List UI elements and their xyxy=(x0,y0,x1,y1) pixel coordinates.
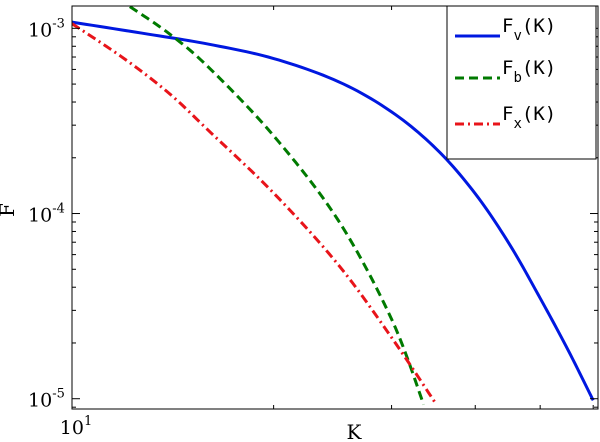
legend: Fv(K) Fb(K) Fx(K) xyxy=(446,5,597,160)
plot-frame xyxy=(71,5,599,410)
x-axis-title: K xyxy=(347,420,363,442)
y-tick-label: 10-5 xyxy=(28,387,65,412)
series-line-b xyxy=(129,6,426,406)
y-tick-label: 10-3 xyxy=(28,16,65,41)
x-tick-label: 101 xyxy=(60,414,92,439)
legend-box xyxy=(446,5,597,160)
y-axis-title: F xyxy=(0,203,19,217)
legend-items: Fv(K) Fb(K) Fx(K) xyxy=(455,15,556,132)
series-line-x xyxy=(72,22,438,406)
legend-label-b: Fb(K) xyxy=(502,57,556,86)
legend-label-v: Fv(K) xyxy=(502,15,556,44)
y-tick-label: 10-4 xyxy=(28,202,65,227)
legend-label-x: Fx(K) xyxy=(502,103,556,132)
series-layer xyxy=(72,6,595,406)
series-line-v xyxy=(72,20,595,402)
